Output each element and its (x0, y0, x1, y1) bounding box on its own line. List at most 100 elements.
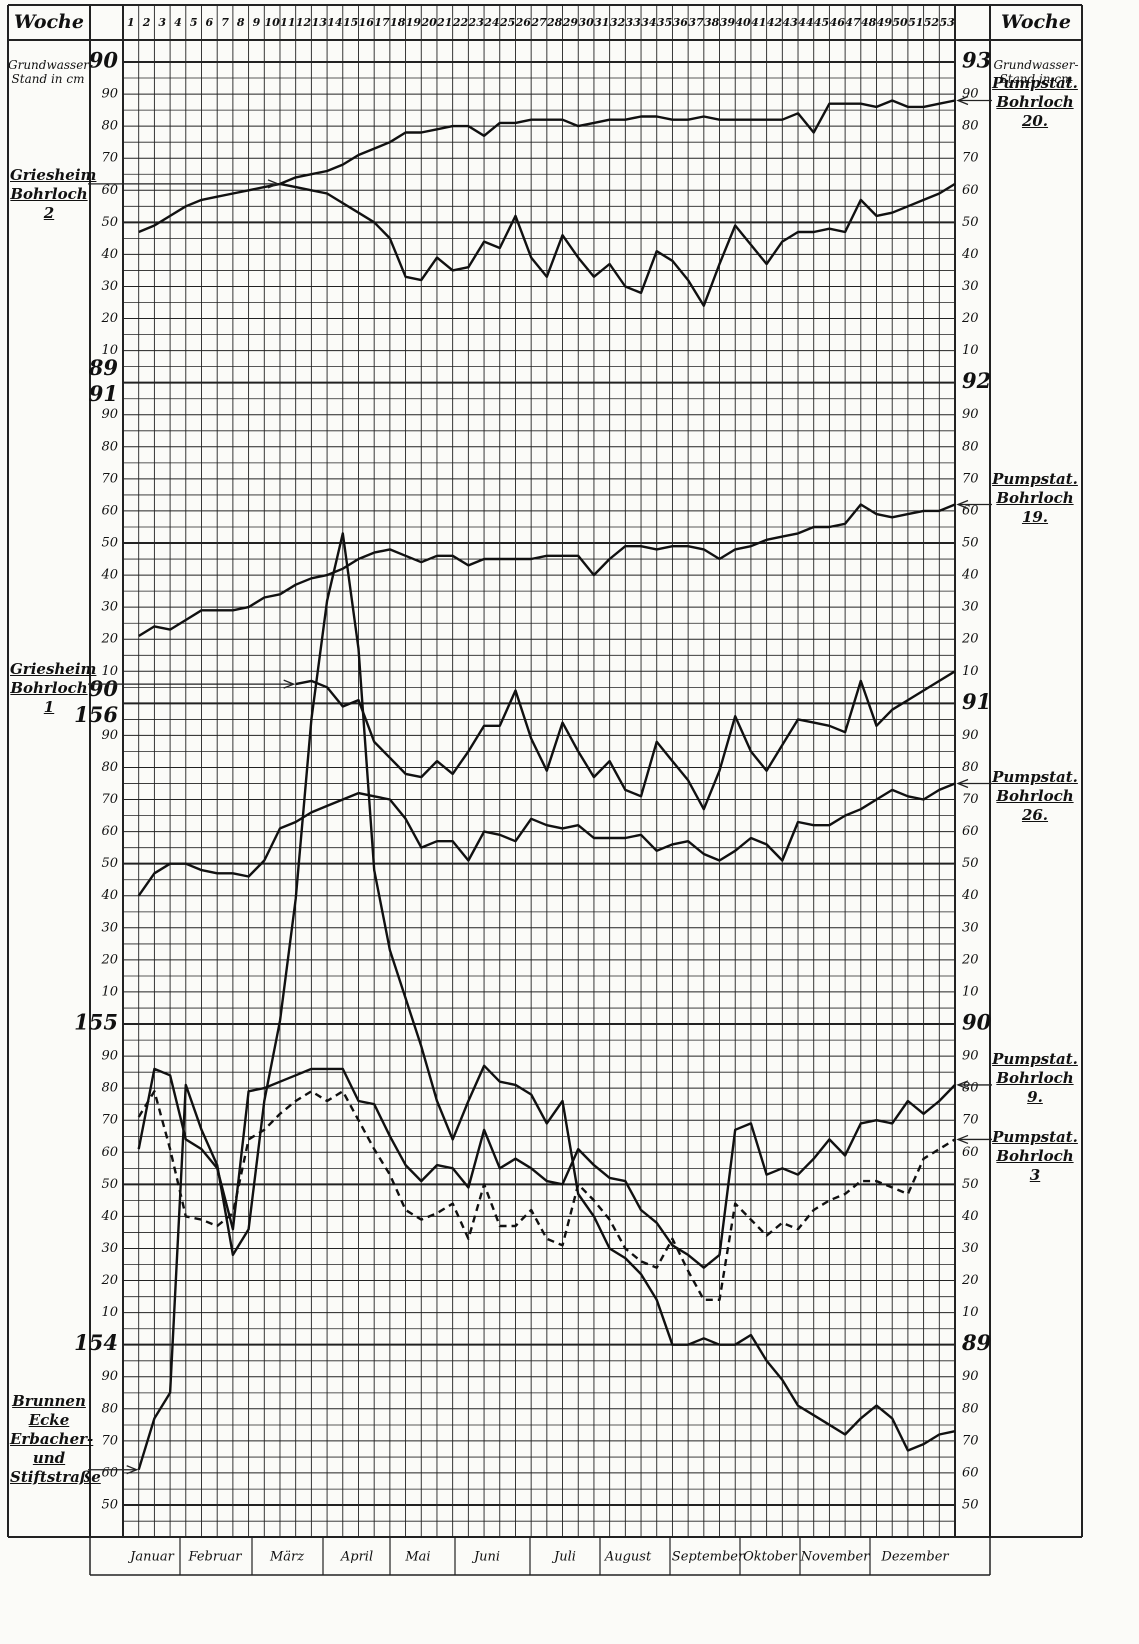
y-tick-label: 90 (962, 1010, 992, 1035)
week-label: 19 (406, 16, 422, 29)
y-tick-label: 80 (962, 439, 979, 454)
week-label: 31 (594, 16, 609, 29)
left-axis-label: 90 (101, 407, 118, 422)
arrow-head (956, 1080, 969, 1090)
series-line (137, 532, 956, 1471)
left-axis-label: 60 (101, 824, 118, 839)
y-tick-label: 80 (962, 1401, 979, 1416)
y-tick-label: 70 (962, 471, 979, 486)
month-label: Mai (404, 1550, 430, 1565)
week-label: 6 (206, 16, 214, 29)
arrow-head (126, 1465, 139, 1475)
left-axis-label: 50 (101, 536, 118, 551)
month-label: März (269, 1550, 304, 1565)
left-axis-label: 90 (89, 676, 119, 701)
week-label: 14 (327, 16, 342, 29)
left-axis-label: 10 (101, 1305, 118, 1320)
week-label: 12 (296, 16, 312, 29)
week-label: 2 (142, 16, 151, 29)
week-label: 52 (924, 16, 940, 29)
week-label: 36 (673, 16, 689, 29)
left-axis-label: 20 (100, 632, 118, 647)
month-label: Januar (127, 1550, 174, 1565)
week-label: 24 (483, 16, 499, 29)
week-label: 37 (688, 16, 704, 29)
left-axis-label: 40 (100, 247, 118, 262)
y-tick-label: 20 (961, 1273, 979, 1288)
y-tick-label: 40 (961, 568, 979, 583)
y-tick-label: 50 (962, 1498, 979, 1513)
series-label: Pumpstat. Bohrloch 9. (992, 1050, 1078, 1106)
month-label: September (672, 1550, 745, 1565)
left-axis-label: 30 (101, 1241, 118, 1256)
week-label: 38 (704, 16, 720, 29)
y-tick-label: 40 (961, 247, 979, 262)
week-label: 16 (359, 16, 375, 29)
week-label: 20 (420, 16, 437, 29)
week-label: 22 (452, 16, 469, 29)
left-axis-label: 90 (101, 87, 118, 102)
y-tick-label: 40 (961, 888, 979, 903)
week-label: 48 (861, 16, 877, 29)
y-tick-label: 60 (962, 1145, 979, 1160)
series-line (137, 782, 956, 897)
y-tick-label: 60 (962, 824, 979, 839)
y-tick-label: 20 (961, 632, 979, 647)
left-axis-label: 20 (100, 1273, 118, 1288)
week-label: 30 (578, 16, 594, 29)
series-label: Griesheim Bohrloch 2 (10, 166, 97, 222)
y-tick-label: 70 (962, 792, 979, 807)
left-axis-label: 70 (101, 151, 118, 166)
y-tick-label: 50 (962, 1177, 979, 1192)
left-axis-label: 154 (74, 1330, 118, 1355)
left-axis-label: 80 (101, 760, 118, 775)
month-label: Juli (551, 1550, 576, 1565)
left-axis-label: 50 (101, 215, 118, 230)
series-label: Pumpstat. Bohrloch 26. (992, 768, 1078, 824)
y-tick-label: 40 (961, 1209, 979, 1224)
y-tick-label: 30 (962, 1241, 979, 1256)
week-label: 7 (221, 16, 229, 29)
week-label: 27 (530, 16, 547, 29)
series-label: Griesheim Bohrloch 1 (10, 660, 97, 716)
arrow-head (267, 179, 280, 189)
left-axis-label: 90 (101, 728, 118, 743)
week-label: 18 (390, 16, 406, 29)
week-label: 51 (908, 16, 923, 29)
left-axis-label: 90 (101, 1049, 118, 1064)
week-label: 10 (264, 16, 280, 29)
week-label: 17 (374, 16, 390, 29)
left-axis-label: 80 (101, 119, 118, 134)
y-tick-label: 70 (962, 1433, 979, 1448)
week-label: 11 (280, 16, 295, 29)
series-line (137, 1067, 956, 1269)
y-tick-label: 93 (962, 48, 991, 73)
week-label: 53 (939, 16, 955, 29)
left-axis-label: 50 (101, 1498, 118, 1513)
series-label: Brunnen Ecke Erbacher- und Stiftstraße (10, 1392, 101, 1486)
y-tick-label: 50 (962, 856, 979, 871)
arrow-head (956, 778, 969, 789)
left-axis-label: 80 (101, 439, 118, 454)
left-axis-label: 50 (101, 1177, 118, 1192)
week-label: 49 (877, 16, 893, 29)
y-tick-label: 90 (962, 1049, 979, 1064)
week-label: 45 (814, 16, 829, 29)
left-axis-label: 60 (101, 1145, 118, 1160)
header-label-right: Woche (1001, 11, 1071, 33)
y-tick-label: 30 (962, 279, 979, 294)
y-tick-label: 10 (962, 1305, 979, 1320)
left-axis-label: 90 (101, 1369, 118, 1384)
y-tick-label: 20 (961, 311, 979, 326)
y-tick-label: 30 (962, 920, 979, 935)
y-tick-label: 20 (961, 952, 979, 967)
month-label: Dezember (880, 1550, 949, 1565)
left-axis-label: 50 (101, 856, 118, 871)
left-axis-label: 10 (101, 984, 118, 999)
left-axis-label: 20 (100, 311, 118, 326)
month-label: November (800, 1550, 871, 1565)
week-label: 46 (830, 16, 846, 29)
left-axis-label: 70 (101, 792, 118, 807)
left-axis-label: 30 (101, 920, 118, 935)
